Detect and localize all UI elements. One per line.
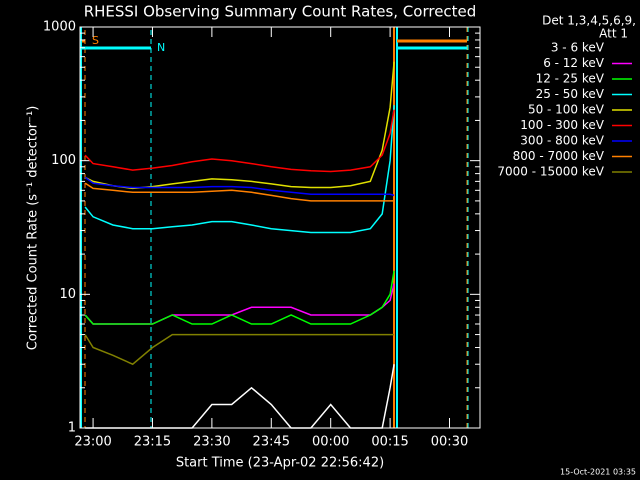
y-tick-label: 10 — [59, 287, 76, 302]
annotation: N — [157, 41, 165, 54]
y-tick-label: 100 — [51, 153, 76, 168]
footer-date: 15-Oct-2021 03:35 — [560, 468, 636, 477]
series-line — [84, 105, 395, 234]
legend-label: 50 - 100 keV — [528, 103, 605, 117]
legend-label: 100 - 300 keV — [520, 118, 604, 132]
x-tick-label: 23:45 — [253, 435, 290, 450]
series-line — [84, 109, 395, 173]
x-tick-label: 23:30 — [193, 435, 230, 450]
series-line — [84, 61, 395, 190]
y-tick-label: 1 — [68, 421, 76, 436]
x-tick-label: 23:00 — [74, 435, 111, 450]
x-axis-label: Start Time (23-Apr-02 22:56:42) — [176, 456, 384, 471]
x-tick-label: 00:00 — [312, 435, 349, 450]
legend-label: 7000 - 15000 keV — [497, 165, 604, 179]
chart-title: RHESSI Observing Summary Count Rates, Co… — [84, 3, 477, 21]
series-line — [84, 270, 395, 325]
legend-label: 3 - 6 keV — [551, 41, 605, 55]
series-line — [84, 176, 395, 197]
legend-header: Att 1 — [599, 27, 628, 41]
x-tick-label: 23:15 — [134, 435, 171, 450]
series-line — [84, 182, 395, 202]
legend-header: Det 1,3,4,5,6,9, — [542, 14, 636, 28]
x-tick-label: 00:30 — [431, 435, 468, 450]
y-tick-label: 1000 — [43, 20, 76, 35]
annotation: S — [92, 34, 99, 47]
legend-label: 6 - 12 keV — [543, 56, 605, 70]
series-line — [85, 364, 395, 429]
legend-label: 800 - 7000 keV — [513, 149, 605, 163]
legend-label: 25 - 50 keV — [536, 87, 605, 101]
legend-label: 12 - 25 keV — [536, 72, 605, 86]
legend-label: 300 - 800 keV — [520, 134, 604, 148]
y-axis-label: Corrected Count Rate (s⁻¹ detector⁻¹) — [26, 106, 41, 351]
series-line — [84, 333, 395, 366]
x-tick-label: 00:15 — [371, 435, 408, 450]
plot-frame — [79, 26, 481, 429]
